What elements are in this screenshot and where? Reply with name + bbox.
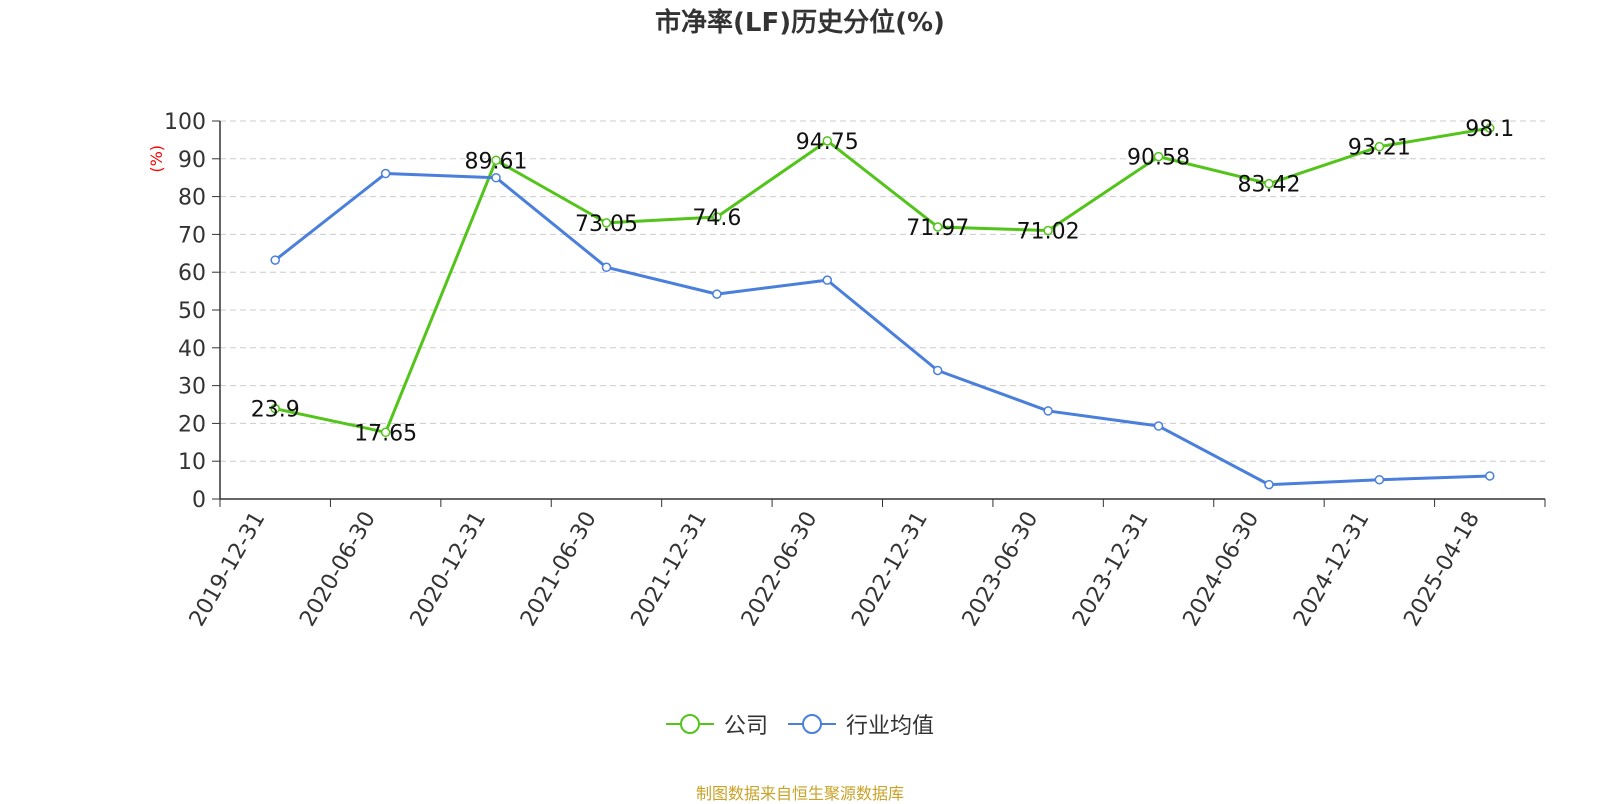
x-tick-label: 2025-04-18: [1399, 508, 1485, 631]
data-label: 73.05: [575, 212, 638, 237]
data-point: [932, 222, 943, 232]
x-tick-label: 2019-12-31: [185, 508, 271, 631]
data-point: [822, 275, 833, 285]
x-tick-label: 2020-06-30: [295, 508, 381, 631]
x-tick-label: 2023-06-30: [958, 508, 1044, 631]
y-axis-title: (%): [147, 145, 166, 173]
x-tick-label: 2022-06-30: [737, 508, 823, 631]
data-point: [1374, 474, 1385, 485]
data-point: [1485, 471, 1495, 481]
data-point: [1264, 178, 1274, 189]
legend: 公司 行业均值: [0, 708, 1600, 740]
data-point: [822, 136, 833, 146]
legend-item-industry[interactable]: 行业均值: [788, 708, 934, 740]
data-label: 23.9: [251, 398, 300, 423]
y-tick-label: 10: [178, 450, 206, 475]
y-tick-label: 30: [178, 375, 206, 400]
data-point: [601, 218, 612, 228]
y-tick-label: 70: [178, 223, 206, 248]
data-point: [1374, 141, 1385, 152]
data-point: [1043, 225, 1053, 236]
x-tick-label: 2024-06-30: [1179, 508, 1265, 631]
chart-title: 市净率(LF)历史分位(%): [655, 8, 945, 38]
y-tick-label: 40: [178, 337, 206, 362]
data-source-note: 制图数据来自恒生聚源数据库: [695, 784, 904, 803]
data-point: [601, 262, 612, 273]
data-label: 71.97: [906, 216, 969, 241]
data-point: [712, 212, 722, 222]
data-point: [270, 255, 280, 265]
x-tick-label: 2021-12-31: [626, 508, 712, 631]
data-label: 17.65: [354, 421, 417, 446]
series-line-0: [274, 126, 1491, 434]
y-tick-label: 50: [178, 299, 206, 324]
data-point: [1153, 151, 1164, 162]
y-tick-label: 60: [178, 261, 206, 286]
legend-marker-company-icon: [665, 714, 714, 734]
data-point: [1485, 123, 1495, 133]
data-label: 71.02: [1017, 220, 1080, 245]
data-point: [491, 172, 501, 183]
data-point: [380, 427, 391, 438]
x-tick-label: 2021-06-30: [516, 508, 602, 631]
data-point: [932, 365, 943, 376]
data-point: [712, 289, 722, 299]
data-label: 89.61: [465, 149, 528, 174]
legend-label-industry: 行业均值: [846, 714, 935, 739]
data-label: 74.6: [692, 206, 741, 231]
data-label: 98.1: [1465, 117, 1514, 142]
data-point: [491, 155, 501, 166]
data-point: [270, 403, 280, 414]
y-tick-label: 90: [178, 148, 206, 173]
data-label: 90.58: [1127, 146, 1190, 171]
legend-item-company[interactable]: 公司: [665, 708, 768, 740]
x-tick-label: 2022-12-31: [847, 507, 933, 630]
series-line-1: [274, 172, 1490, 487]
data-point: [380, 168, 391, 179]
legend-marker-industry-icon: [788, 714, 836, 734]
y-tick-label: 0: [192, 488, 206, 513]
x-tick-label: 2020-12-31: [406, 507, 492, 630]
x-tick-label: 2024-12-31: [1289, 508, 1375, 631]
data-point: [1153, 421, 1164, 431]
data-label: 94.75: [796, 130, 859, 155]
data-label: 93.21: [1348, 136, 1411, 161]
data-point: [1043, 406, 1053, 416]
y-tick-label: 20: [178, 412, 206, 437]
line-chart: 0 10 20 30 40 50 60 70 80 90 100 (%) 2019-12-31 2020-…: [147, 110, 1546, 631]
y-tick-label: 100: [164, 110, 206, 135]
data-point: [1264, 479, 1274, 490]
y-tick-label: 80: [178, 186, 206, 211]
x-tick-label: 2023-12-31: [1068, 508, 1154, 631]
data-label: 83.42: [1237, 173, 1300, 198]
legend-label-company: 公司: [723, 714, 768, 739]
